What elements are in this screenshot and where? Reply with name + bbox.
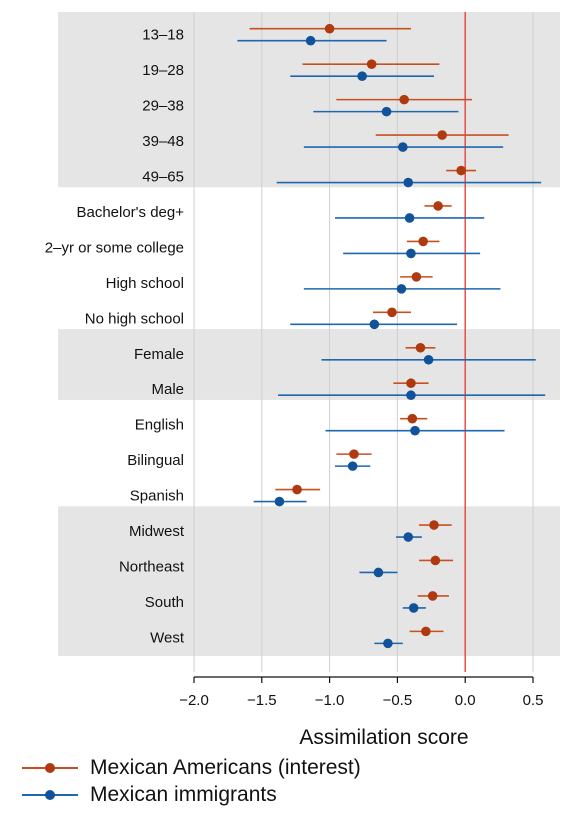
legend-swatch-icon — [22, 758, 78, 778]
point-estimate — [403, 177, 414, 188]
category-label: Northeast — [119, 558, 185, 575]
legend-item-mexican-immigrants: Mexican immigrants — [22, 782, 277, 808]
category-label: Female — [134, 346, 184, 363]
point-estimate — [369, 319, 380, 330]
point-estimate — [406, 378, 416, 389]
category-label: 19–28 — [142, 62, 184, 79]
point-estimate — [421, 626, 431, 637]
group-band — [58, 506, 560, 656]
point-estimate — [423, 354, 434, 365]
point-estimate — [381, 106, 392, 117]
point-estimate — [411, 272, 422, 282]
point-estimate — [366, 59, 377, 69]
point-estimate — [387, 307, 397, 318]
legend-item-mexican-americans: Mexican Americans (interest) — [22, 755, 361, 781]
category-label: Bilingual — [127, 452, 184, 469]
legend-label: Mexican immigrants — [90, 783, 277, 806]
category-label: 13–18 — [142, 27, 184, 44]
point-estimate — [418, 236, 428, 247]
legend-swatch-icon — [22, 785, 78, 805]
point-estimate — [407, 413, 418, 424]
category-label: 2–yr or some college — [45, 239, 184, 256]
point-estimate — [437, 130, 447, 140]
category-label: West — [150, 629, 185, 646]
point-estimate — [404, 213, 415, 223]
point-estimate — [456, 165, 466, 176]
category-label: South — [145, 594, 184, 611]
group-band — [58, 329, 560, 400]
point-estimate — [398, 142, 408, 152]
point-estimate — [429, 520, 439, 530]
x-tick-label: −1.5 — [247, 692, 277, 709]
point-estimate — [274, 496, 285, 507]
point-estimate — [373, 567, 384, 578]
x-axis-title: Assimilation score — [299, 726, 468, 749]
point-estimate — [292, 484, 302, 495]
x-ticks: −2.0 −1.5 −1.0 −0.5 0.0 0.5 — [179, 677, 543, 709]
point-estimate — [433, 201, 443, 211]
point-estimate — [406, 248, 416, 259]
category-label: Midwest — [129, 523, 185, 540]
point-estimate — [430, 555, 441, 566]
gridlines — [193, 12, 534, 672]
x-tick-label: −0.5 — [383, 692, 413, 709]
point-estimate — [396, 284, 407, 294]
point-estimate — [403, 532, 414, 542]
x-tick-label: 0.0 — [455, 692, 476, 709]
point-estimate — [399, 94, 409, 105]
point-estimate — [410, 425, 420, 436]
point-estimate — [427, 591, 438, 601]
point-estimate — [415, 342, 426, 353]
point-estimate — [349, 449, 359, 459]
data-marks — [237, 23, 546, 649]
point-estimate — [406, 390, 416, 401]
point-estimate — [357, 71, 367, 81]
category-label: 49–65 — [142, 169, 184, 186]
x-tick-label: −1.0 — [315, 692, 345, 709]
category-label: 39–48 — [142, 133, 184, 150]
point-estimate — [305, 35, 316, 46]
x-axis: −2.0 −1.5 −1.0 −0.5 0.0 0.5 — [179, 676, 543, 709]
category-label: Spanish — [130, 488, 184, 505]
point-estimate — [324, 23, 335, 34]
category-labels: 13–18 19–28 29–38 39–48 49–65 Bachelor's deg+… — [45, 27, 185, 647]
category-label: Male — [151, 381, 184, 398]
category-label: 29–38 — [142, 98, 184, 115]
point-estimate — [347, 461, 358, 471]
point-estimate — [383, 638, 393, 649]
x-tick-label: 0.5 — [523, 692, 544, 709]
category-label: No high school — [85, 310, 184, 327]
category-label: English — [135, 417, 184, 434]
category-label: High school — [106, 275, 184, 292]
point-estimate — [408, 603, 419, 613]
x-tick-label: −2.0 — [179, 692, 209, 709]
category-label: Bachelor's deg+ — [76, 204, 184, 221]
legend-label: Mexican Americans (interest) — [90, 756, 361, 779]
